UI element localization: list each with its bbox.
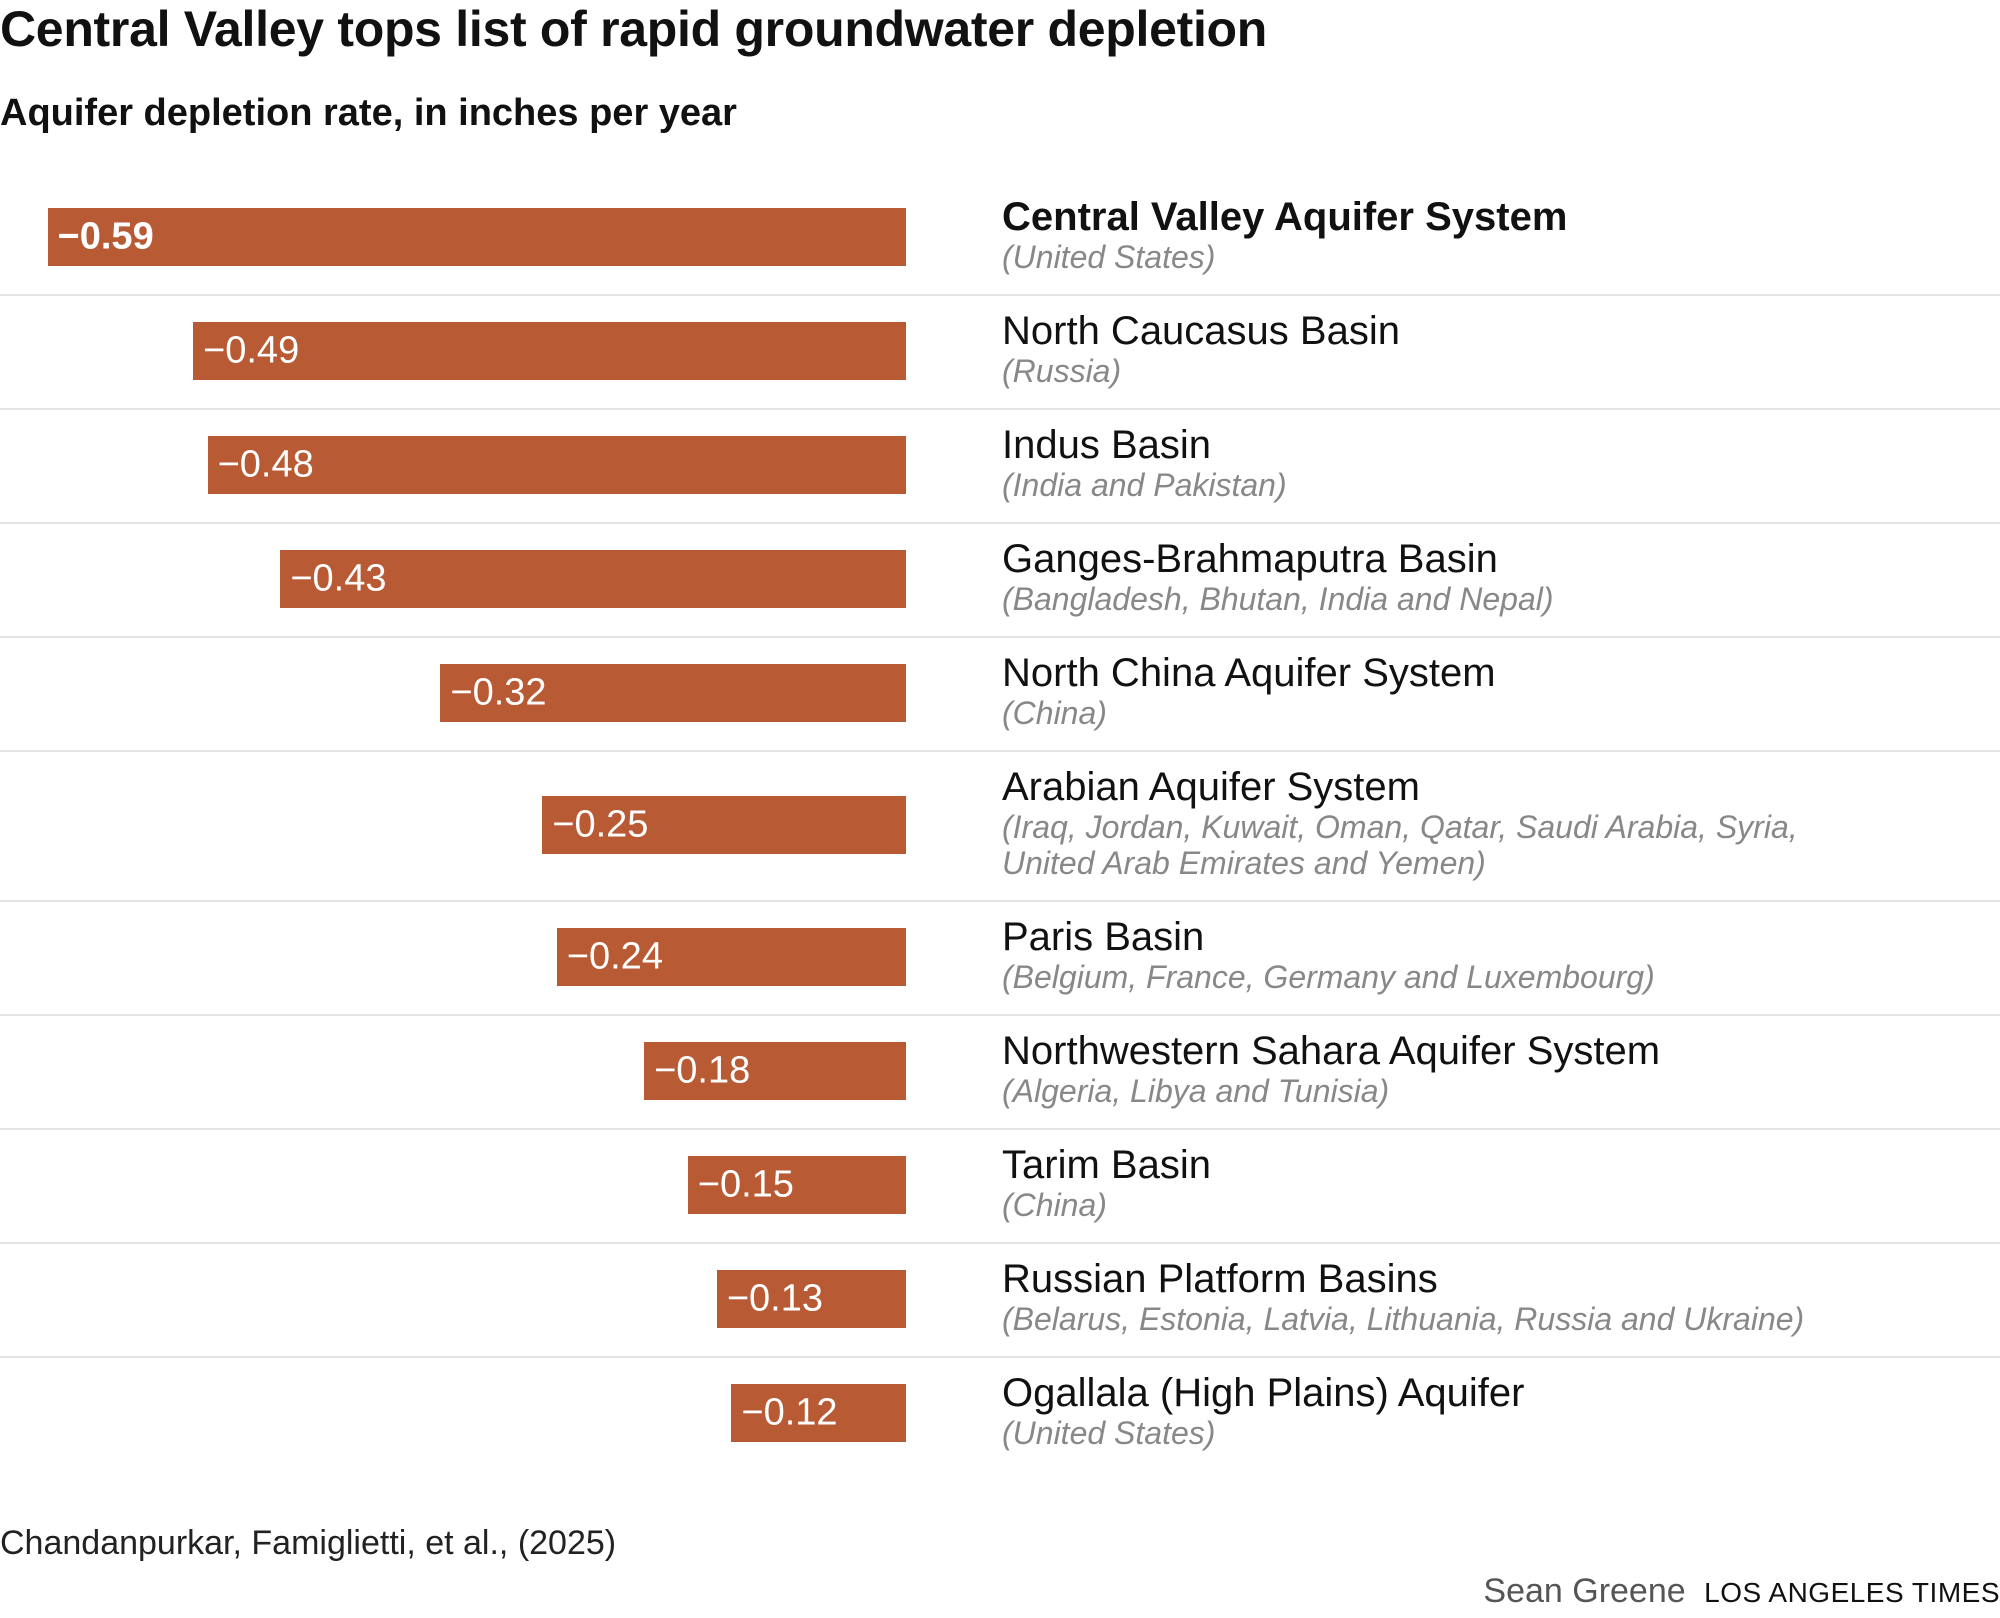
row-labels: Ogallala (High Plains) Aquifer (United St… <box>1002 1371 1524 1451</box>
chart-subtitle: Aquifer depletion rate, in inches per ye… <box>0 92 737 134</box>
bar-value-label: −0.49 <box>203 329 300 372</box>
basin-name: Ogallala (High Plains) Aquifer <box>1002 1371 1525 1415</box>
source-note: Chandanpurkar, Famiglietti, et al., (202… <box>0 1524 617 1562</box>
country-list: (Russia) <box>1002 353 1122 389</box>
basin-name: Arabian Aquifer System <box>1002 765 1420 809</box>
bar-value-label: −0.12 <box>741 1391 838 1434</box>
bar: −0.13 <box>716 1270 906 1328</box>
country-list: (Bangladesh, Bhutan, India and Nepal) <box>1002 581 1554 617</box>
bar-value-label: −0.32 <box>450 671 547 714</box>
bar-value-label: −0.43 <box>290 557 387 600</box>
bar-value-label: −0.48 <box>217 443 314 486</box>
row-labels: Indus Basin (India and Pakistan) <box>1002 423 1287 503</box>
row-labels: Paris Basin (Belgium, France, Germany and… <box>1002 915 1655 995</box>
bar: −0.25 <box>542 796 906 854</box>
basin-name: Paris Basin <box>1002 915 1205 959</box>
row-labels: Arabian Aquifer System (Iraq, Jordan, Kuw… <box>1002 765 1798 881</box>
country-list: (India and Pakistan) <box>1002 467 1287 503</box>
chart-row: −0.59 Central Valley Aquifer System (Unite… <box>0 180 2000 296</box>
chart-row: −0.15 Tarim Basin (China) <box>0 1128 2000 1244</box>
chart-row: −0.13 Russian Platform Basins (Belarus, Es… <box>0 1242 2000 1358</box>
author-credit: Sean Greene <box>1483 1572 1686 1610</box>
chart-title: Central Valley tops list of rapid ground… <box>0 1 1268 57</box>
bar-value-label: −0.59 <box>57 215 154 258</box>
bar: −0.43 <box>280 550 906 608</box>
row-labels: North Caucasus Basin (Russia) <box>1002 309 1400 389</box>
bar: −0.48 <box>207 436 906 494</box>
chart-row: −0.18 Northwestern Sahara Aquifer System(… <box>0 1014 2000 1130</box>
bar-value-label: −0.24 <box>566 935 663 978</box>
bar: −0.15 <box>687 1156 906 1214</box>
chart-row: −0.12 Ogallala (High Plains) Aquifer (Unit… <box>0 1356 2000 1470</box>
bar: −0.18 <box>644 1042 906 1100</box>
chart-row: −0.25 Arabian Aquifer System (Iraq, Jordan… <box>0 750 2000 902</box>
bar: −0.59 <box>47 208 906 266</box>
bar: −0.12 <box>731 1384 906 1442</box>
row-labels: Ganges-Brahmaputra Basin (Bangladesh, Bhu… <box>1002 537 1554 617</box>
country-list: United Arab Emirates and Yemen) <box>1002 845 1486 881</box>
basin-name: North China Aquifer System <box>1002 651 1496 695</box>
row-labels: Central Valley Aquifer System (United Sta… <box>1002 195 1567 275</box>
chart-row: −0.49 North Caucasus Basin (Russia) <box>0 294 2000 410</box>
row-labels: Northwestern Sahara Aquifer System (Alger… <box>1002 1029 1660 1109</box>
basin-name: Ganges-Brahmaputra Basin <box>1002 537 1498 581</box>
chart-row: −0.43 Ganges-Brahmaputra Basin (Bangladesh… <box>0 522 2000 638</box>
row-labels: North China Aquifer System (China) <box>1002 651 1496 731</box>
row-labels: Russian Platform Basins (Belarus, Estonia… <box>1002 1257 1804 1337</box>
country-list: (Algeria, Libya and Tunisia) <box>1002 1073 1390 1109</box>
credit-line: Sean Greene LOS ANGELES TIMES <box>1483 1572 2000 1611</box>
bar-value-label: −0.25 <box>552 803 649 846</box>
chart-row: −0.48 Indus Basin (India and Pakistan) <box>0 408 2000 524</box>
country-list: (Belarus, Estonia, Latvia, Lithuania, Ru… <box>1002 1301 1805 1337</box>
basin-name: North Caucasus Basin <box>1002 309 1400 353</box>
basin-name: Tarim Basin <box>1002 1143 1211 1187</box>
basin-name: Russian Platform Basins <box>1002 1257 1438 1301</box>
country-list: (China) <box>1002 695 1107 731</box>
row-labels: Tarim Basin (China) <box>1002 1143 1211 1223</box>
bar-value-label: −0.13 <box>726 1277 823 1320</box>
country-list: (Iraq, Jordan, Kuwait, Oman, Qatar, Saud… <box>1002 809 1798 845</box>
publisher-credit: LOS ANGELES TIMES <box>1704 1577 2000 1608</box>
bar: −0.24 <box>556 928 906 986</box>
chart-row: −0.24 Paris Basin (Belgium, France, German… <box>0 900 2000 1016</box>
country-list: (Belgium, France, Germany and Luxembourg… <box>1002 959 1655 995</box>
bar: −0.32 <box>440 664 906 722</box>
country-list: (China) <box>1002 1187 1107 1223</box>
basin-name: Northwestern Sahara Aquifer System <box>1002 1029 1661 1073</box>
basin-name: Indus Basin <box>1002 423 1212 467</box>
bar-value-label: −0.15 <box>697 1163 794 1206</box>
basin-name: Central Valley Aquifer System <box>1002 195 1568 239</box>
bar: −0.49 <box>193 322 906 380</box>
chart-row: −0.32 North China Aquifer System (China) <box>0 636 2000 752</box>
bar-value-label: −0.18 <box>654 1049 751 1092</box>
country-list: (United States) <box>1002 1415 1216 1451</box>
country-list: (United States) <box>1002 239 1216 275</box>
